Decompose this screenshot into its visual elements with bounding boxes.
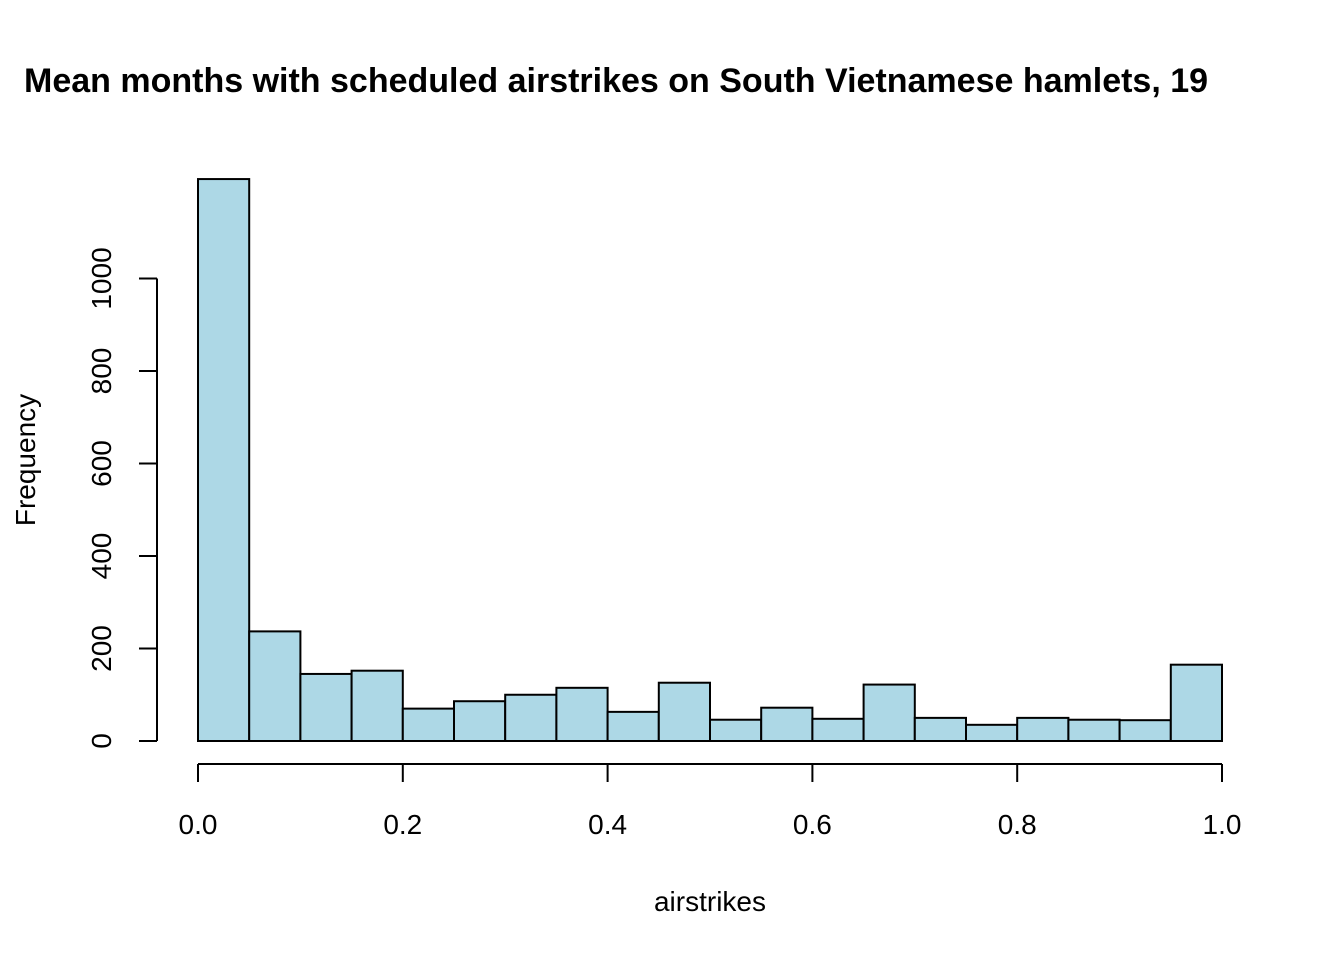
histogram-bar [299, 672, 353, 742]
histogram-bar [1118, 719, 1172, 742]
x-axis-label: airstrikes [654, 886, 766, 917]
y-tick-label: 200 [86, 625, 117, 672]
chart-title: Mean months with scheduled airstrikes on… [24, 62, 1208, 100]
histogram-bar [709, 718, 763, 742]
y-axis-label: Frequency [10, 394, 41, 526]
x-tick-label: 0.0 [179, 809, 218, 840]
y-tick-label: 1000 [86, 247, 117, 309]
x-tick-label: 1.0 [1203, 809, 1242, 840]
histogram-bar [555, 686, 609, 742]
histogram-bars [197, 178, 1224, 743]
y-tick-label: 800 [86, 348, 117, 395]
histogram-bar [760, 706, 814, 743]
x-tick-label: 0.4 [588, 809, 627, 840]
y-tick-label: 600 [86, 440, 117, 487]
histogram-bar [248, 630, 302, 743]
histogram-bar [453, 700, 507, 742]
histogram-bar [657, 681, 711, 742]
histogram-bar [606, 710, 660, 742]
histogram-bar [197, 178, 251, 742]
x-axis: 0.0 0.2 0.4 0.6 0.8 1.0 [179, 763, 1242, 840]
y-tick-label: 0 [86, 733, 117, 749]
y-ticks: 0 200 400 600 800 1000 [86, 247, 157, 749]
y-axis: 0 200 400 600 800 1000 [86, 247, 158, 749]
x-tick-label: 0.8 [998, 809, 1037, 840]
histogram-bar [401, 707, 455, 742]
x-tick-label: 0.2 [383, 809, 422, 840]
histogram-bar [811, 717, 865, 742]
x-ticks: 0.0 0.2 0.4 0.6 0.8 1.0 [179, 764, 1242, 840]
histogram-bar [1169, 663, 1224, 742]
histogram-bar [862, 683, 916, 743]
histogram-bar [965, 723, 1019, 742]
histogram-bar [350, 669, 404, 743]
histogram-bar [1016, 716, 1070, 742]
histogram-bar [1067, 718, 1121, 742]
x-tick-label: 0.6 [793, 809, 832, 840]
histogram-bar [913, 716, 967, 742]
histogram-bar [504, 693, 558, 742]
y-tick-label: 400 [86, 533, 117, 580]
